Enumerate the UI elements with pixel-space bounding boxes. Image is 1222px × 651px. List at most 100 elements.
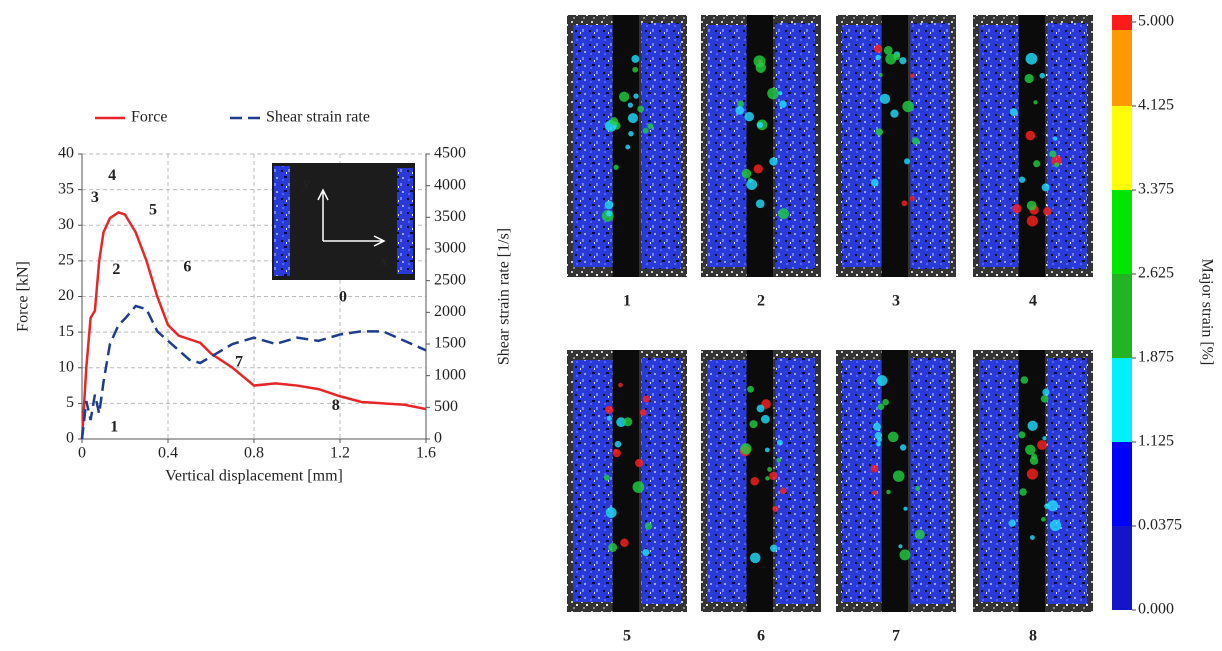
colorbar-band — [1112, 526, 1132, 610]
dic-strip — [707, 25, 747, 267]
strain-spot — [904, 158, 911, 165]
strain-spot — [746, 179, 758, 190]
panel-label: 6 — [757, 628, 765, 645]
point-label: 4 — [108, 167, 116, 184]
strain-spot — [753, 164, 763, 174]
strain-spot — [1019, 488, 1027, 496]
strain-spot — [627, 102, 633, 108]
strain-spot — [647, 123, 654, 130]
strain-spot — [1025, 444, 1036, 455]
y2-tick-label: 4000 — [434, 176, 466, 193]
inset-image — [272, 163, 415, 280]
strain-spot — [644, 522, 653, 530]
strain-spot — [1033, 100, 1038, 105]
strain-spot — [756, 404, 765, 413]
strain-spot — [613, 448, 618, 454]
strain-spot — [883, 45, 893, 55]
strain-spot — [755, 199, 765, 209]
strain-spot — [632, 66, 639, 73]
y-tick-label: 10 — [58, 358, 74, 375]
y-tick-label: 15 — [58, 323, 74, 340]
colorbar-band — [1112, 106, 1132, 190]
strain-spot — [625, 144, 631, 150]
dic-strip — [641, 358, 681, 604]
strain-spot — [1053, 136, 1058, 141]
dic-strip — [573, 25, 613, 267]
x-tick-label: 0 — [78, 445, 86, 462]
point-label: 6 — [183, 259, 191, 276]
strain-spot — [747, 385, 754, 393]
strain-spot — [767, 87, 779, 100]
strain-spot — [1033, 160, 1041, 168]
strain-spot — [1018, 176, 1026, 183]
y-axis-label: Force [kN] — [15, 261, 32, 332]
strain-spot — [887, 431, 899, 443]
strain-spot — [1008, 519, 1016, 527]
strain-spot — [623, 417, 633, 427]
strain-spot — [737, 100, 744, 108]
dic-strip — [775, 358, 815, 604]
dic-strip — [979, 360, 1019, 602]
strain-spot — [1025, 52, 1038, 65]
strain-spot — [1018, 431, 1026, 439]
colorbar-band — [1112, 358, 1132, 442]
strain-spot — [776, 457, 782, 463]
dic-gap — [746, 15, 773, 277]
y-tick-label: 25 — [58, 252, 74, 269]
y-tick-label: 40 — [58, 145, 74, 162]
strain-spot — [1041, 183, 1050, 192]
strain-spot — [912, 137, 920, 145]
strain-spot — [902, 100, 914, 113]
strain-spot — [1053, 162, 1060, 168]
strain-spot — [1029, 456, 1039, 465]
dic-strip — [842, 25, 882, 267]
y2-tick-label: 500 — [434, 398, 458, 415]
colorbar-tick-label: 1.125 — [1138, 433, 1174, 450]
colorbar-tick-label: 4.125 — [1138, 97, 1174, 114]
strain-spot — [910, 73, 915, 78]
strain-spot — [776, 439, 783, 446]
strain-spot — [1029, 535, 1035, 540]
strain-spot — [779, 487, 787, 495]
strain-spot — [877, 403, 885, 411]
strain-spot — [1009, 108, 1018, 117]
x-tick-label: 1.6 — [416, 445, 436, 462]
strain-spot — [870, 178, 879, 187]
strain-spot — [875, 128, 884, 136]
colorbar-band — [1112, 22, 1132, 106]
strain-spot — [606, 415, 612, 421]
strain-spot — [628, 130, 634, 137]
strain-spot — [740, 443, 752, 455]
strain-spot — [767, 467, 772, 472]
strain-spot — [1026, 468, 1038, 480]
strain-spot — [778, 208, 789, 220]
strain-spot — [779, 100, 787, 108]
colorbar-tick-label: 1.875 — [1138, 349, 1174, 366]
strain-spot — [632, 481, 645, 493]
strain-spot — [1024, 73, 1034, 84]
strain-spot — [637, 105, 645, 113]
strain-spot — [1043, 207, 1052, 216]
dic-strip — [573, 360, 613, 602]
inset-arrow — [317, 188, 386, 247]
strain-spot — [870, 464, 879, 473]
y2-tick-label: 2500 — [434, 271, 466, 288]
strain-spot — [876, 441, 881, 447]
strain-spot — [778, 91, 783, 96]
strain-spot — [744, 111, 754, 122]
strain-spot — [609, 117, 619, 126]
strain-spot — [642, 549, 650, 557]
point-label: 5 — [149, 202, 157, 219]
y2-tick-label: 3000 — [434, 240, 466, 257]
strain-spot — [886, 489, 891, 495]
strain-spot — [603, 474, 610, 481]
strain-spot — [620, 538, 629, 548]
strain-spot — [874, 431, 883, 440]
dic-gap — [1018, 350, 1045, 612]
colorbar-tick-label: 2.625 — [1138, 265, 1174, 282]
panel-label: 7 — [892, 628, 900, 645]
strain-spot — [890, 109, 899, 118]
colorbar-band — [1112, 274, 1132, 358]
strain-spot — [642, 395, 651, 403]
point-label: 2 — [112, 261, 120, 278]
